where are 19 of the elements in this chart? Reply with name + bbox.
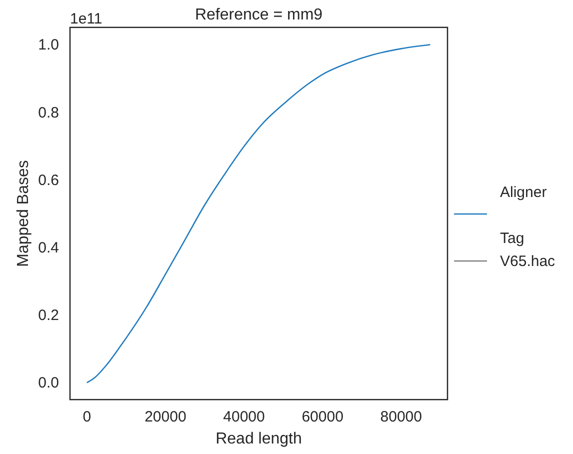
- y-tick-label: 0.2: [38, 307, 59, 324]
- text: 1e11: [70, 10, 102, 28]
- chart-title: Reference = mm9: [194, 6, 323, 24]
- text: Tag: [500, 230, 524, 247]
- legend-title: Aligner: [500, 184, 547, 201]
- y-tick-label: 1.0: [38, 36, 59, 54]
- text: V65.hac: [500, 253, 556, 270]
- line-series: [86, 44, 431, 384]
- x-axis-title: Read length: [216, 430, 302, 448]
- x-tick-label: 60000: [302, 408, 344, 426]
- x-tick-label: 80000: [380, 408, 422, 426]
- y-tick-label: 0.8: [38, 104, 59, 122]
- y-tick-label: 0.6: [38, 172, 59, 189]
- x-tick-label: 20000: [144, 408, 186, 426]
- x-tick-label: 0: [82, 408, 92, 426]
- y-tick-label: 0.4: [38, 239, 59, 256]
- y-tick-label: 0.0: [38, 374, 59, 392]
- x-tick-label: 40000: [223, 408, 265, 426]
- y-axis-title: Mapped Bases: [15, 160, 32, 267]
